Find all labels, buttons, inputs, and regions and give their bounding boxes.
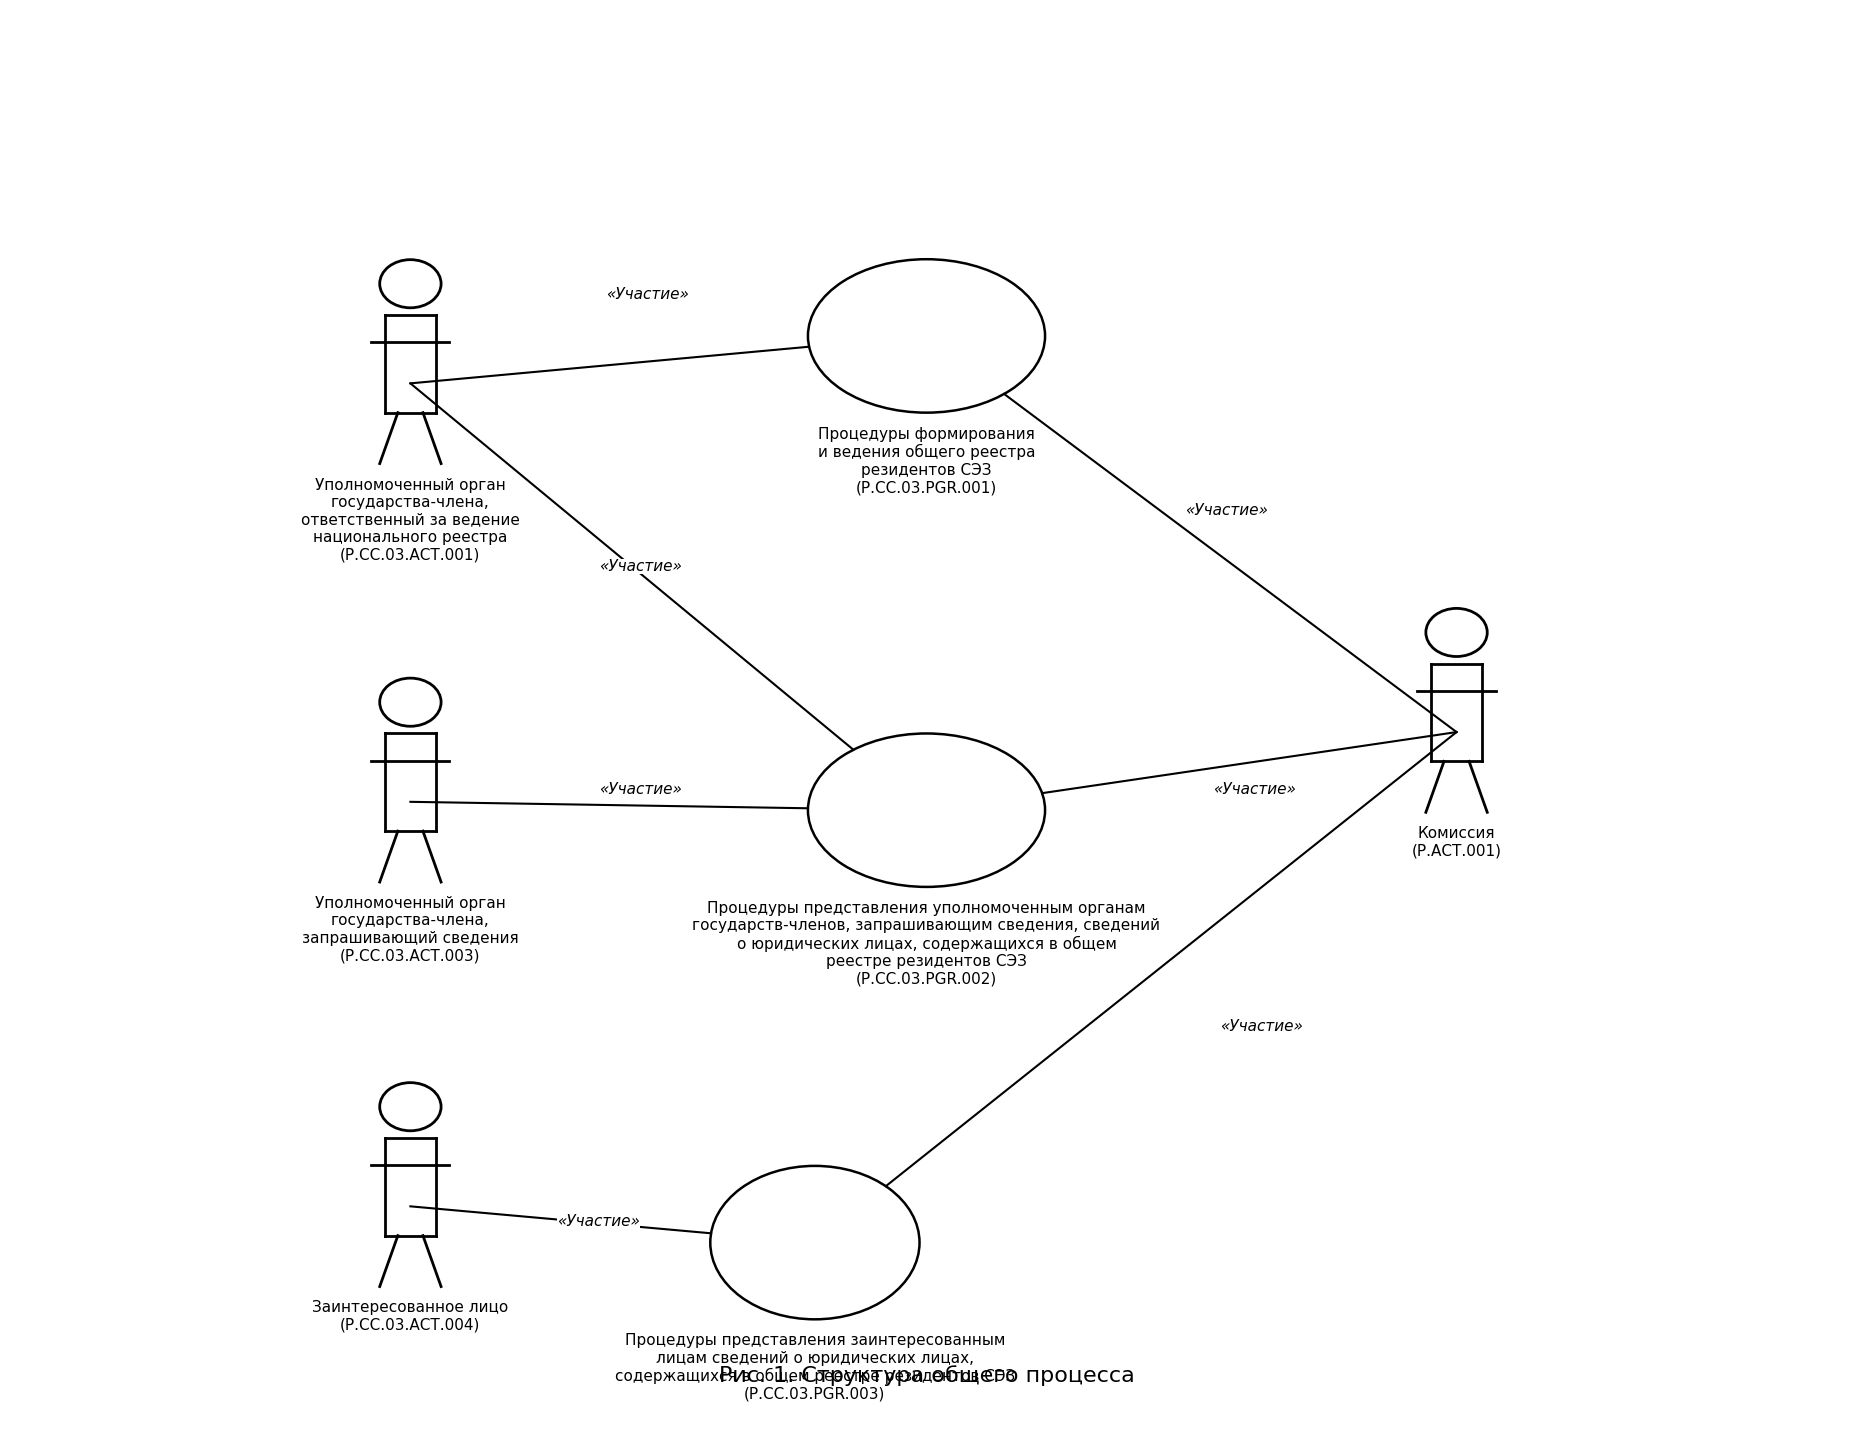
Text: «Участие»: «Участие»	[606, 286, 689, 302]
Text: «Участие»: «Участие»	[599, 782, 682, 796]
Text: Рис. 1. Структура общего процесса: Рис. 1. Структура общего процесса	[719, 1364, 1134, 1386]
Text: Процедуры представления уполномоченным органам
государств-членов, запрашивающим : Процедуры представления уполномоченным о…	[693, 901, 1160, 987]
Text: Уполномоченный орган
государства-члена,
ответственный за ведение
национального р: Уполномоченный орган государства-члена, …	[300, 478, 521, 562]
Text: «Участие»: «Участие»	[1214, 782, 1295, 796]
Text: Уполномоченный орган
государства-члена,
запрашивающий сведения
(Р.СС.03.АСТ.003): Уполномоченный орган государства-члена, …	[302, 897, 519, 963]
Text: Заинтересованное лицо
(Р.СС.03.АСТ.004): Заинтересованное лицо (Р.СС.03.АСТ.004)	[313, 1300, 508, 1332]
Text: «Участие»: «Участие»	[1219, 1019, 1303, 1035]
Text: Процедуры представления заинтересованным
лицам сведений о юридических лицах,
сод: Процедуры представления заинтересованным…	[615, 1334, 1015, 1402]
Text: Процедуры формирования
и ведения общего реестра
резидентов СЭЗ
(Р.СС.03.PGR.001): Процедуры формирования и ведения общего …	[817, 427, 1036, 495]
Text: «Участие»: «Участие»	[599, 558, 682, 574]
Text: «Участие»: «Участие»	[558, 1215, 639, 1229]
Text: Комиссия
(Р.АСТ.001): Комиссия (Р.АСТ.001)	[1412, 827, 1501, 859]
Text: «Участие»: «Участие»	[1184, 503, 1267, 517]
